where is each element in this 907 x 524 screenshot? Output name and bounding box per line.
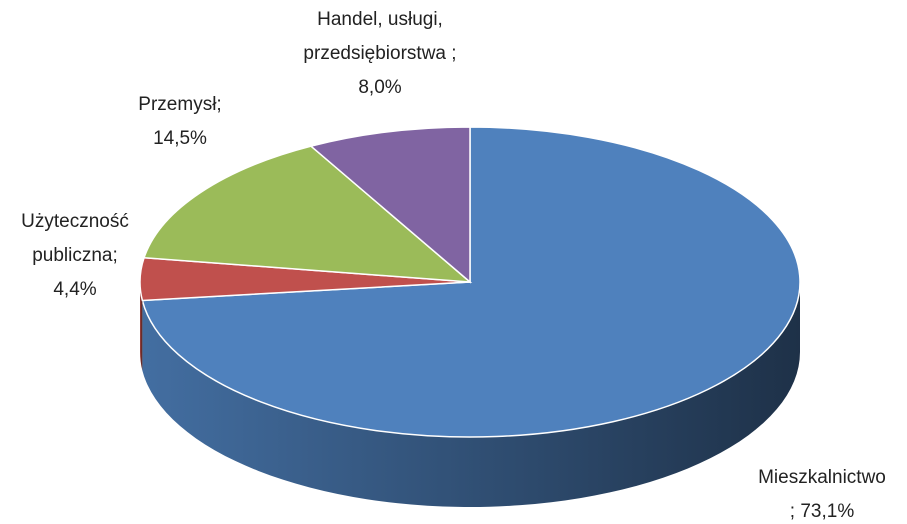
- slice-side: [142, 282, 800, 507]
- data-label: Mieszkalnictwo; 73,1%: [727, 461, 907, 524]
- label-separator: ;: [789, 501, 796, 522]
- label-name: Przemysł: [138, 94, 217, 115]
- slice: [143, 145, 473, 283]
- data-label: Przemysł; 14,5%: [110, 88, 250, 156]
- slice-side: [140, 282, 143, 371]
- label-separator: ;: [451, 43, 457, 64]
- label-name: Handel, usługi, przedsiębiorstwa: [303, 9, 446, 64]
- label-separator: ;: [216, 94, 222, 115]
- slice-top: [143, 145, 473, 283]
- label-name: Użyteczność publiczna: [21, 211, 129, 266]
- slice: [309, 126, 471, 284]
- label-value: 73,1%: [800, 501, 855, 522]
- label-separator: ;: [112, 245, 118, 266]
- label-value: 14,5%: [153, 128, 207, 149]
- label-value: 8,0%: [358, 77, 402, 98]
- data-label: Użyteczność publiczna; 4,4%: [5, 205, 145, 307]
- data-label: Handel, usługi, przedsiębiorstwa ; 8,0%: [273, 3, 488, 105]
- slice-top: [309, 126, 471, 284]
- label-value: 4,4%: [53, 279, 97, 300]
- label-name: Mieszkalnictwo: [758, 467, 886, 488]
